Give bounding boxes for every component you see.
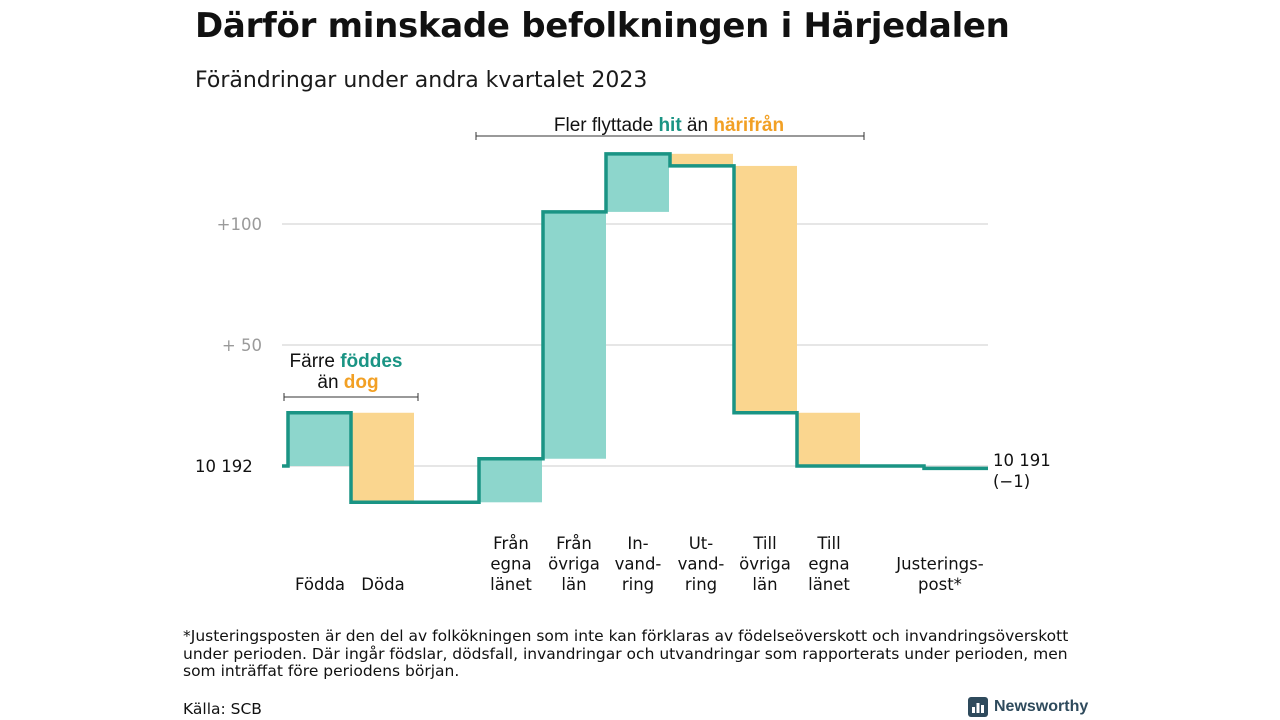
annotation-bracket-births-deaths: [283, 393, 419, 401]
bar-8: [797, 412, 860, 466]
end-value-label: 10 191: [993, 451, 1051, 470]
y-tick-label: + 50: [222, 336, 262, 355]
bar-4: [543, 211, 606, 459]
category-label: Till egna länet: [808, 534, 850, 594]
category-label: Justerings-post*: [895, 555, 983, 595]
bar-chart-logo-icon: [968, 697, 988, 717]
end-change-label: (−1): [993, 472, 1030, 491]
bar-1: [288, 412, 351, 466]
category-label: Till övriga län: [739, 534, 791, 594]
category-label: Från egna länet: [490, 534, 532, 594]
category-label: Från övriga län: [548, 534, 600, 594]
bar-3: [479, 458, 542, 503]
category-label: In-vand-ring: [615, 534, 662, 594]
category-label: Födda: [295, 575, 345, 594]
annotation-births-deaths-line1: Färre föddes: [290, 351, 403, 372]
source-label: Källa: SCB: [183, 700, 262, 718]
cumulative-step-line: [282, 152, 988, 505]
bar-6: [670, 153, 733, 166]
brand-logo: Newsworthy: [968, 697, 1088, 717]
start-value-label: 10 192: [195, 457, 253, 476]
chart-title: Därför minskade befolkningen i Härjedale…: [195, 6, 1010, 46]
bars: [282, 152, 988, 505]
bar-2: [351, 412, 414, 503]
annotation-births-deaths-line2: än dog: [317, 372, 378, 393]
bar-7: [734, 165, 797, 413]
brand-name: Newsworthy: [994, 698, 1089, 715]
y-tick-label: +100: [217, 215, 262, 234]
annotation-migration: Fler flyttade hit än härifrån: [554, 115, 784, 136]
category-label: Ut-vand-ring: [678, 534, 725, 594]
chart-subtitle: Förändringar under andra kvartalet 2023: [195, 68, 648, 93]
category-label: Döda: [361, 575, 404, 594]
footnote: *Justeringsposten är den del av folkökni…: [183, 627, 1069, 680]
category-labels: Födda Döda Från egna länet Från övriga län In-va…: [295, 534, 984, 594]
waterfall-chart: +100 + 50 Födda Döda Från egna länet Från övriga…: [195, 115, 1051, 594]
annotation-bracket-migration: [475, 132, 865, 140]
bar-5: [606, 153, 669, 212]
